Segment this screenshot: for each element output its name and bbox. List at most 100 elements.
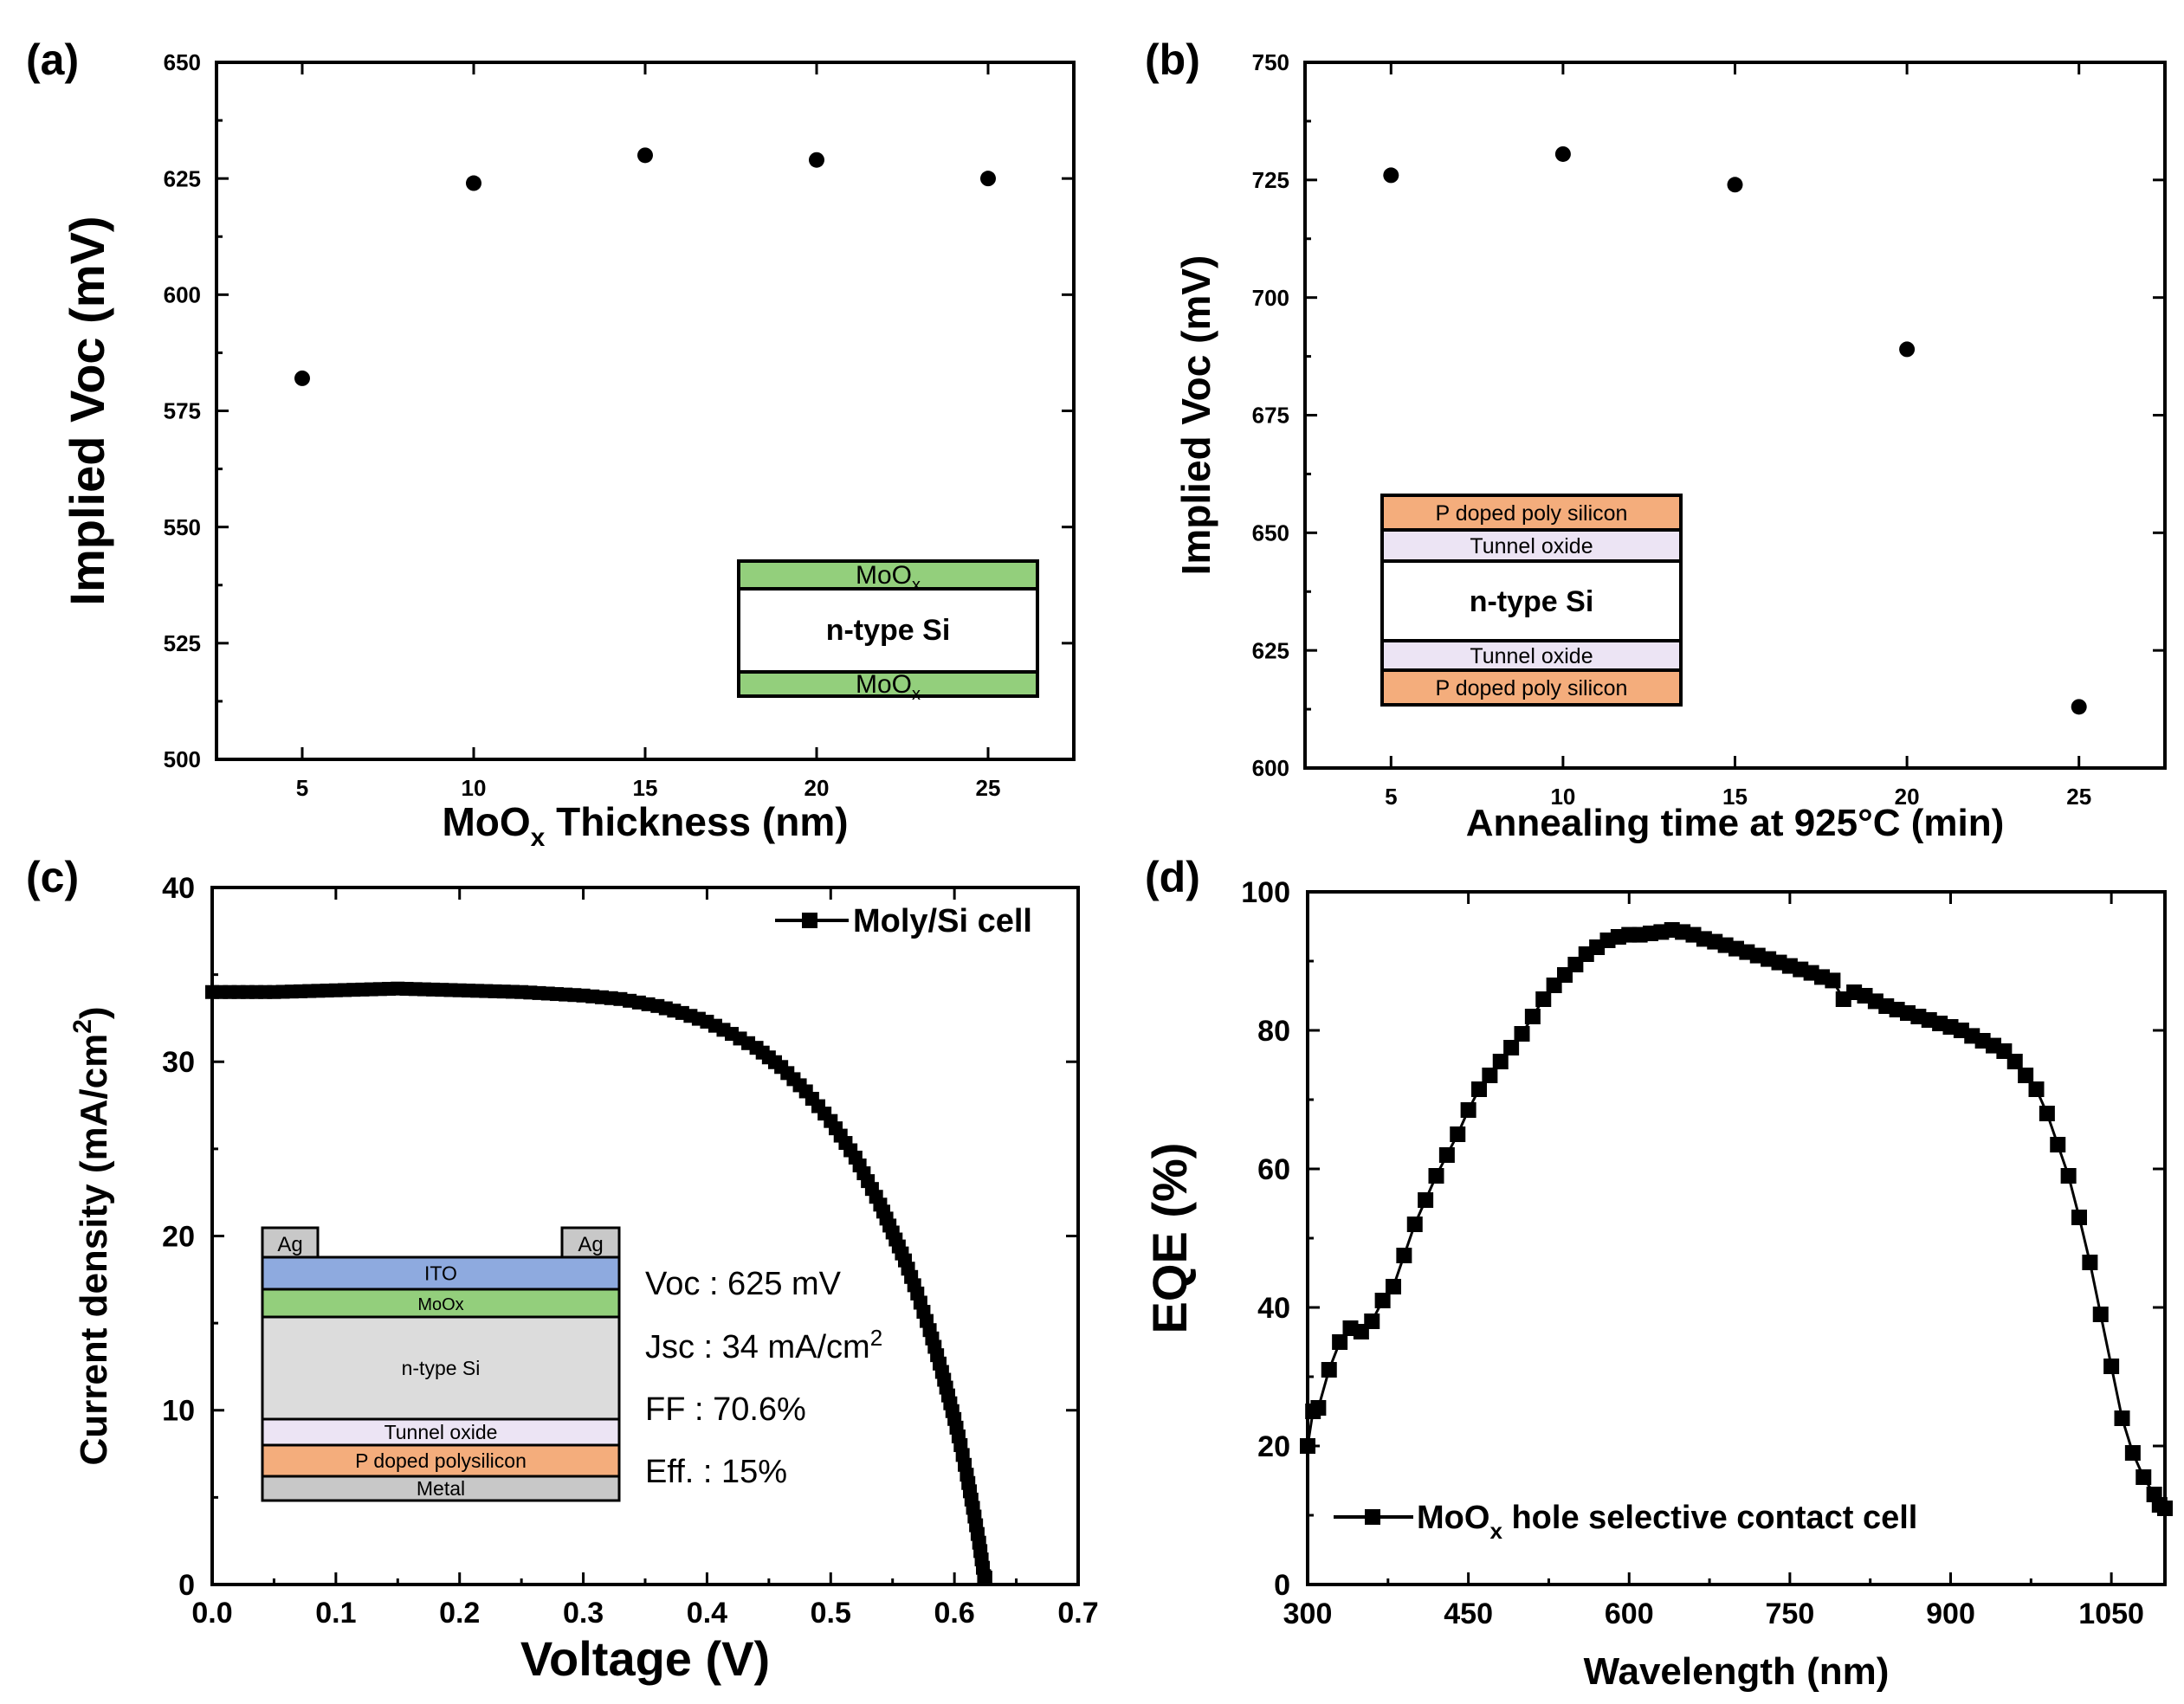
eqe-marker <box>2103 1359 2120 1374</box>
x-axis-label: MoOx Thickness (nm) <box>442 799 848 852</box>
jv-curve-markers <box>205 981 992 1585</box>
x-axis-label: Voltage (V) <box>520 1631 770 1686</box>
param-voc: Voc : 625 mV <box>645 1266 842 1302</box>
eqe-marker <box>1492 1054 1509 1069</box>
y-tick-label: 80 <box>1257 1015 1290 1048</box>
eqe-marker <box>2071 1210 2087 1225</box>
inset-layer <box>1380 528 1683 563</box>
inset-layer-label: P doped poly silicon <box>1436 676 1628 700</box>
plot-frame <box>1306 890 2167 1586</box>
device-layer-label: ITO <box>424 1262 457 1285</box>
eqe-marker <box>1321 1362 1337 1378</box>
data-point <box>980 171 996 187</box>
inset-label-main: n-type Si <box>826 614 951 647</box>
eqe-marker <box>1503 1040 1520 1055</box>
chart-c: 0.0 0.1 0.2 0.3 0.4 0.5 0.6 0.7 0 10 20 30 40 Moly/Si… <box>68 872 1099 1686</box>
y-tick-label: 60 <box>1257 1153 1290 1186</box>
y-tick-label: 625 <box>164 165 201 191</box>
y-tick-label: 500 <box>164 746 201 772</box>
y-tick-label: 600 <box>164 281 201 307</box>
y-label-main: Current density (mA/cm <box>73 1034 115 1466</box>
inset-label-sub: x <box>912 685 921 704</box>
x-label-main: MoO <box>442 799 530 844</box>
y-tick-label: 30 <box>162 1046 195 1079</box>
eqe-marker <box>1535 991 1552 1007</box>
data-point <box>1727 177 1743 193</box>
legend-label: MoOx hole selective contact cell <box>1417 1500 1917 1544</box>
eqe-marker <box>1514 1026 1530 1042</box>
x-tick-label: 0.2 <box>439 1597 480 1630</box>
y-axis-label: Current density (mA/cm2) <box>68 1006 115 1465</box>
x-tick-label: 10 <box>1550 784 1575 810</box>
x-tick-label: 25 <box>2066 784 2091 810</box>
x-tick-label: 15 <box>633 775 658 801</box>
eqe-marker <box>2136 1469 2152 1485</box>
param-eff: Eff. : 15% <box>645 1454 787 1490</box>
inset-label-main: MoO <box>856 561 912 590</box>
y-label-sup: 2 <box>68 1019 97 1034</box>
x-tick-label: 20 <box>1895 784 1920 810</box>
eqe-marker <box>2092 1307 2109 1322</box>
eqe-marker <box>1406 1217 1423 1232</box>
inset-layer <box>1380 639 1683 672</box>
inset-label-main: MoO <box>856 670 912 699</box>
x-tick-label: 20 <box>804 775 830 801</box>
eqe-marker <box>1482 1068 1498 1083</box>
x-tick-label: 0.5 <box>811 1597 851 1630</box>
x-tick-label: 300 <box>1283 1598 1333 1630</box>
eqe-marker <box>2082 1255 2098 1270</box>
inset-layer-label: Tunnel oxide <box>1470 534 1593 558</box>
param-jsc: Jsc : 34 mA/cm2 <box>645 1325 882 1365</box>
x-tick-label: 10 <box>462 775 487 801</box>
x-tick-label: 750 <box>1766 1598 1815 1630</box>
y-tick-label: 650 <box>164 49 201 75</box>
eqe-marker <box>1418 1192 1434 1208</box>
eqe-marker <box>1364 1314 1380 1329</box>
inset-layer-label: n-type Si <box>1470 585 1594 618</box>
data-point <box>809 152 824 168</box>
x-label-rest: Thickness (nm) <box>545 799 848 844</box>
eqe-marker <box>1300 1438 1315 1454</box>
eqe-marker <box>2124 1445 2141 1461</box>
eqe-marker <box>1524 1009 1541 1024</box>
x-tick-label: 25 <box>976 775 1001 801</box>
inset-layer <box>737 559 1039 591</box>
inset-layer-label: n-type Si <box>826 614 951 647</box>
y-tick-label: 0 <box>1274 1569 1290 1602</box>
y-tick-label: 20 <box>162 1220 195 1253</box>
ag-label-left: Ag <box>277 1233 302 1256</box>
eqe-curve-line <box>1306 928 2166 1510</box>
device-layer-label: n-type Si <box>402 1357 481 1379</box>
eqe-marker <box>2018 1068 2034 1083</box>
data-point <box>2071 699 2087 715</box>
y-axis-label: Implied Voc (mV) <box>60 216 114 605</box>
x-tick-label: 900 <box>1926 1598 1975 1630</box>
x-tick-label: 15 <box>1722 784 1748 810</box>
device-layer-label: Tunnel oxide <box>384 1421 498 1443</box>
eqe-marker <box>2060 1168 2077 1184</box>
eqe-marker <box>1396 1248 1412 1263</box>
y-tick-label: 575 <box>164 398 201 424</box>
inset-layer-label: Tunnel oxide <box>1470 644 1593 668</box>
inset-layer-label: MoOx <box>856 670 921 704</box>
x-tick-label: 0.4 <box>687 1597 727 1630</box>
x-axis-label: Annealing time at 925°C (min) <box>1466 802 2004 844</box>
y-tick-label: 10 <box>162 1395 195 1428</box>
legend-main: MoO <box>1417 1500 1489 1536</box>
y-tick-label: 625 <box>1252 637 1289 663</box>
eqe-marker <box>1450 1126 1466 1142</box>
inset-layer-label: MoOx <box>856 561 921 595</box>
inset-layer-label: P doped poly silicon <box>1436 501 1628 526</box>
x-axis-label: Wavelength (nm) <box>1584 1650 1890 1693</box>
y-tick-label: 550 <box>164 514 201 540</box>
data-point <box>1899 341 1916 358</box>
y-tick-label: 40 <box>162 872 195 905</box>
param-ff: FF : 70.6% <box>645 1391 806 1428</box>
data-point <box>1554 145 1571 162</box>
x-tick-label: 0.0 <box>191 1597 232 1630</box>
device-layer <box>261 1315 621 1421</box>
eqe-marker <box>2006 1054 2023 1069</box>
eqe-marker <box>2028 1081 2045 1097</box>
y-tick-label: 0 <box>178 1569 195 1602</box>
